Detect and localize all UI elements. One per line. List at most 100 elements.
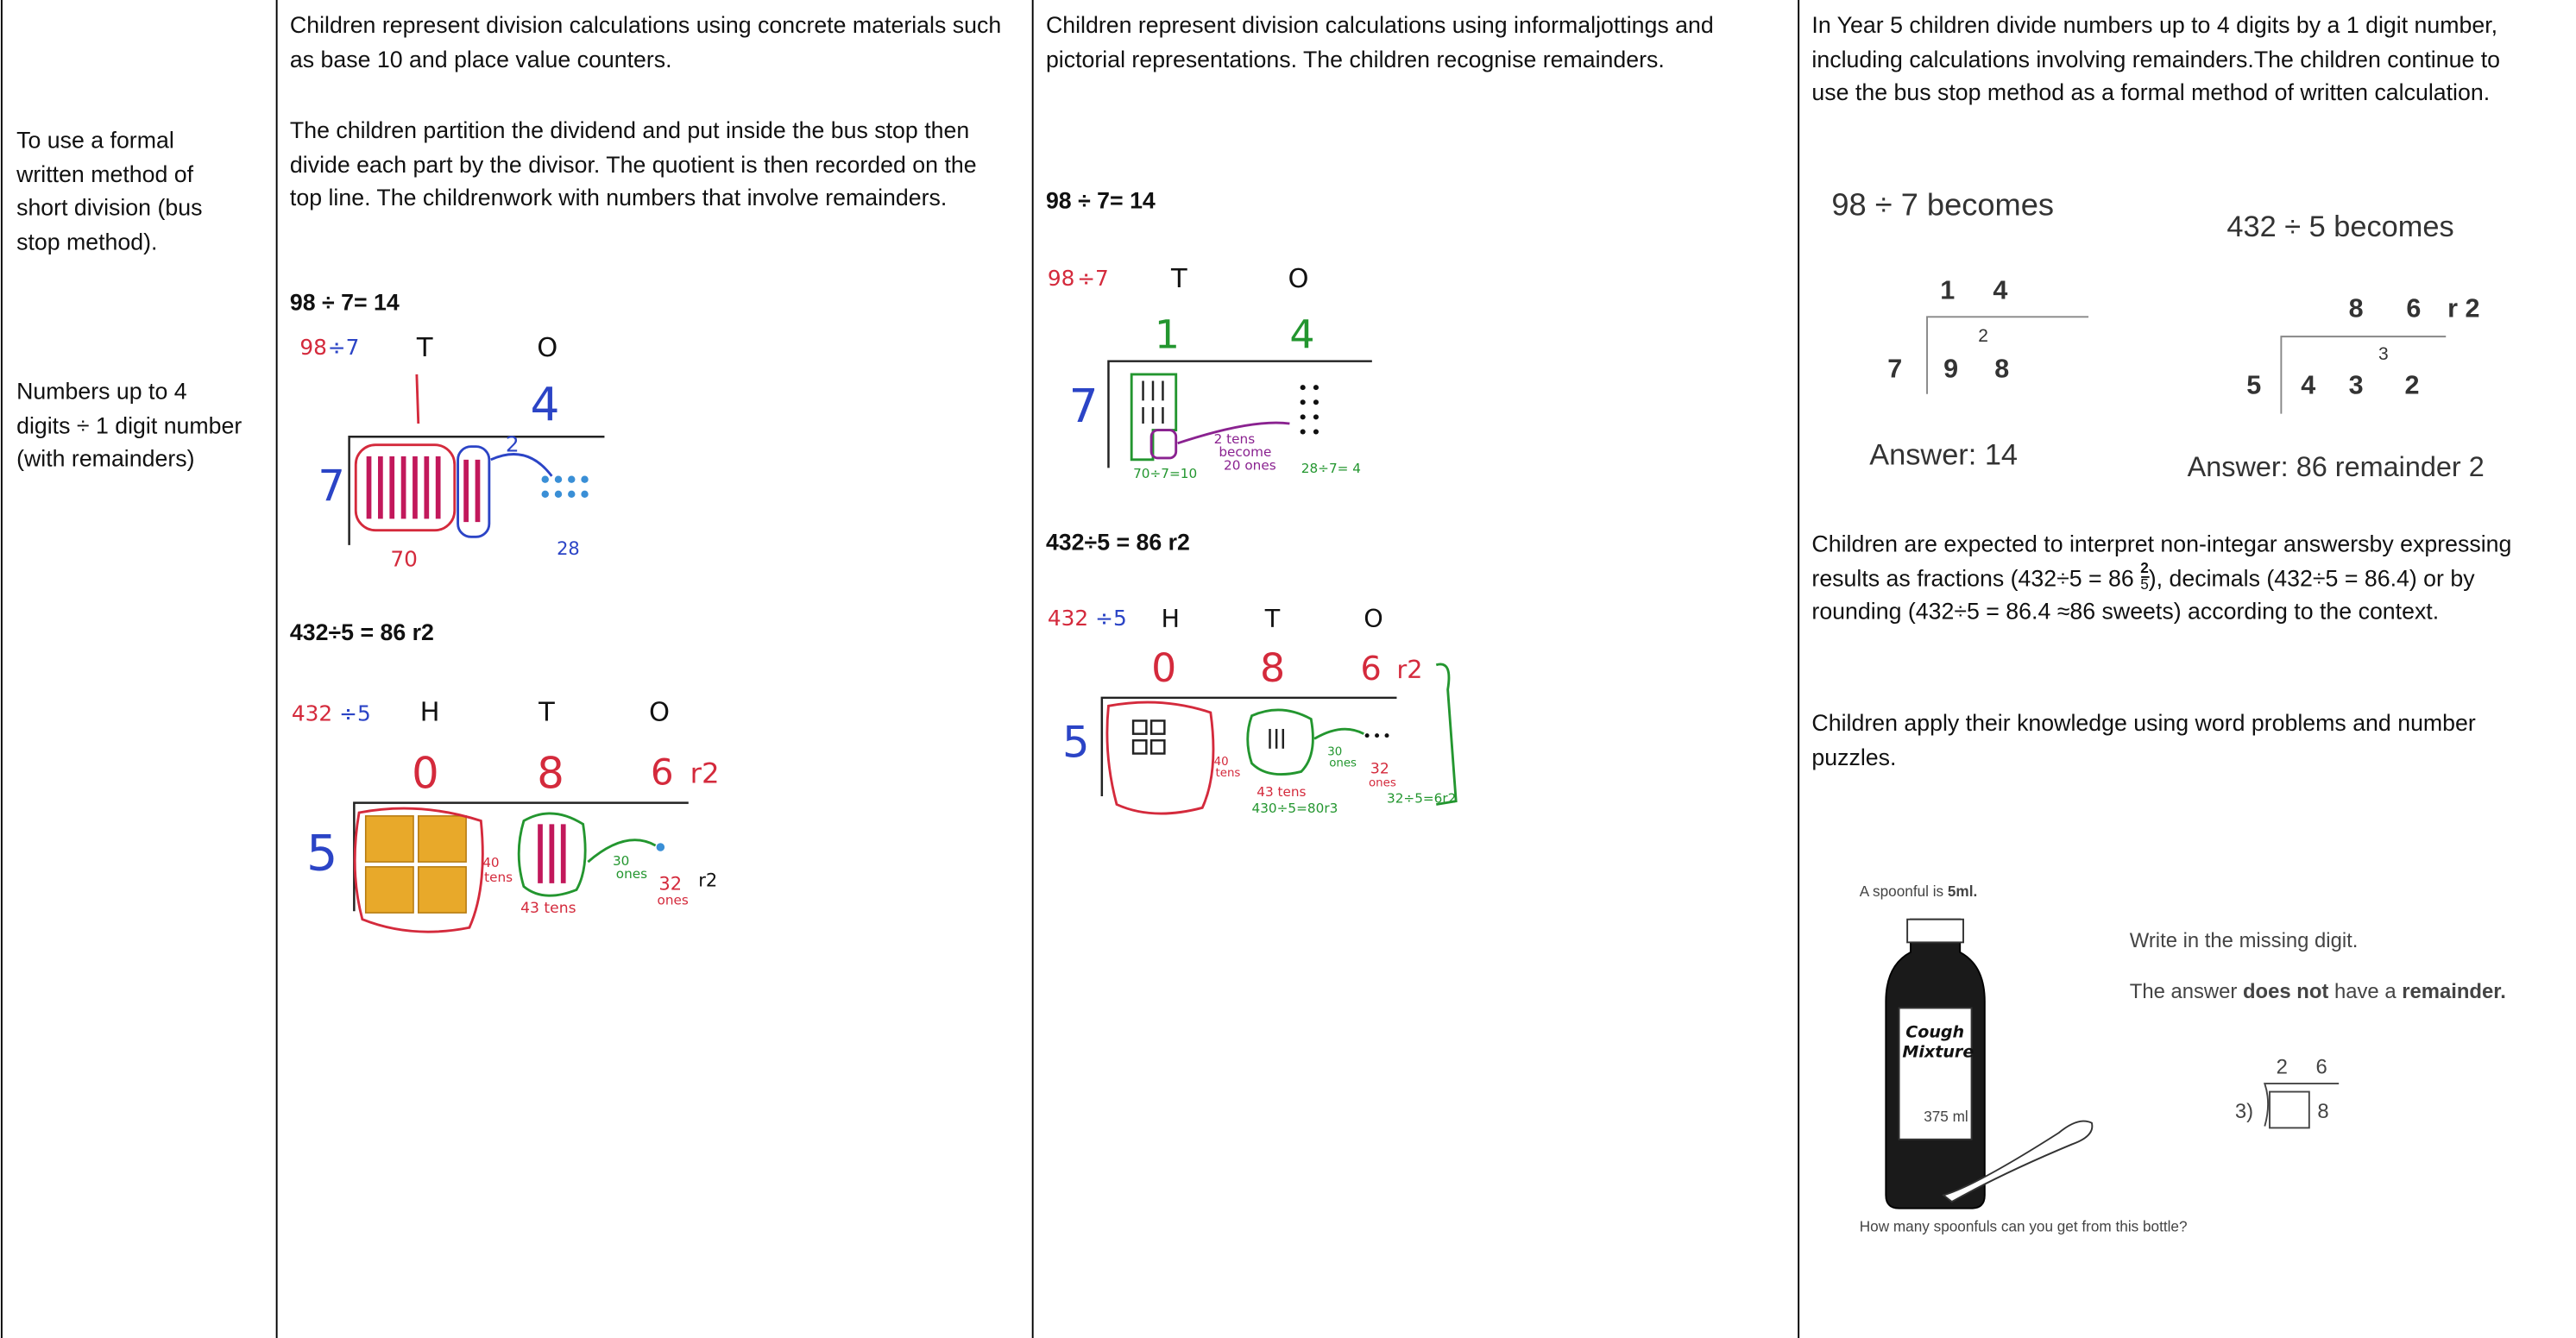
hundreds-squares-part xyxy=(418,815,467,863)
dividend-digit: 9 xyxy=(1943,355,1958,384)
title: 432 ÷ 5 becomes xyxy=(2226,210,2453,243)
concrete-432: 432 ÷5 H T O 0 8 6 r2 5 40 tens 43 tens … xyxy=(292,697,720,933)
example-heading: 98 ÷ 7= 14 xyxy=(289,288,400,316)
label: 70 xyxy=(390,547,418,572)
ones-dots-part xyxy=(1313,429,1319,435)
ones-dots-part xyxy=(1313,414,1319,420)
hundreds-squares-part xyxy=(1149,719,1166,735)
label: 0 xyxy=(412,749,439,799)
label: H xyxy=(420,697,440,727)
puzzle: A spoonful is 5ml. Cough Mixture 375 ml … xyxy=(1860,883,2506,1234)
label: 43 tens xyxy=(1257,784,1306,800)
ones-dots-part xyxy=(1300,429,1306,435)
title: 98 ÷ 7 becomes xyxy=(1831,186,2054,222)
label: 5 xyxy=(1062,717,1090,767)
label: 7 xyxy=(1069,379,1099,433)
ones-dots-part xyxy=(1384,733,1389,738)
group-ring xyxy=(1105,700,1215,815)
ones-counter xyxy=(656,843,665,851)
tens-sticks xyxy=(1142,380,1164,424)
text: The answer xyxy=(2130,980,2243,1003)
label: 6 xyxy=(1360,650,1381,688)
pictorial-98: 98 ÷7 T O 1 4 7 2 tens become 20 ones 70… xyxy=(1048,264,1372,481)
missing-digit-box[interactable] xyxy=(2269,1090,2310,1129)
label: 98 xyxy=(299,335,327,360)
label: ones xyxy=(658,893,689,908)
paragraph: Children represent division calculations… xyxy=(1045,11,1714,72)
label: 8 xyxy=(537,749,564,799)
label: 40 xyxy=(482,855,499,870)
label: 2 tens xyxy=(1214,431,1256,447)
dividend-digit: 8 xyxy=(2317,1100,2328,1123)
hundreds-squares xyxy=(364,815,467,914)
text: does not xyxy=(2243,980,2328,1003)
quotient-digit: 6 xyxy=(2315,1056,2327,1079)
label: tens xyxy=(1216,767,1241,780)
label: 4 xyxy=(531,377,560,431)
ones-dots xyxy=(1364,733,1389,738)
label: r2 xyxy=(698,870,717,891)
label: ones xyxy=(1369,777,1396,790)
condition: The answer does not have a remainder. xyxy=(2130,980,2506,1003)
group-ring xyxy=(354,443,457,532)
question: How many spoonfuls can you get from this… xyxy=(1860,1217,2188,1234)
ones-dots-part xyxy=(1300,385,1306,391)
label: ones xyxy=(616,866,647,882)
ones-counters-part xyxy=(581,475,589,483)
hundreds-squares-part xyxy=(1131,739,1148,755)
label: 98 xyxy=(1048,266,1075,291)
ones-dots-part xyxy=(1364,733,1370,738)
quotient-digit: 6 xyxy=(2406,293,2421,323)
answer: Answer: 14 xyxy=(1869,439,2018,472)
example-heading: 432÷5 = 86 r2 xyxy=(289,619,434,645)
label: 2 xyxy=(506,431,520,456)
paragraph: Children apply their knowledge using wor… xyxy=(1811,709,2476,770)
quotient-digit: 2 xyxy=(2277,1056,2288,1079)
label: 30 xyxy=(613,853,629,869)
interpretation: Children are expected to interpret non-i… xyxy=(1811,527,2536,628)
tens-rods xyxy=(366,456,481,523)
bus-stop xyxy=(2263,1083,2340,1127)
answer: Answer: 86 remainder 2 xyxy=(2188,451,2485,482)
label: 43 tens xyxy=(520,900,576,917)
bus-stop xyxy=(1107,360,1372,468)
label: ones xyxy=(1329,757,1357,770)
remainder-ring xyxy=(457,445,491,538)
ones-dots-part xyxy=(1313,385,1319,391)
label: 20 ones xyxy=(1224,457,1276,473)
ones-counters-part xyxy=(568,475,576,483)
label-text: Mixture xyxy=(1902,1043,1974,1062)
label-text: Cough xyxy=(1905,1023,1964,1042)
label: 28÷7= 4 xyxy=(1301,461,1361,476)
bus-stop xyxy=(1926,316,2089,394)
example-heading: 98 ÷ 7= 14 xyxy=(1045,186,1156,214)
objective: To use a formal written method of short … xyxy=(16,126,203,254)
label: 5 xyxy=(306,826,337,883)
group-ring xyxy=(353,807,484,933)
hundreds-squares xyxy=(1131,719,1166,755)
example-heading: 432÷5 = 86 r2 xyxy=(1045,528,1190,556)
formal-98: 98 ÷ 7 becomes 1 4 7 9 8 2 Answer: 14 xyxy=(1831,186,2089,472)
paragraph: The children partition the dividend and … xyxy=(289,116,977,210)
divisor: 7 xyxy=(1887,355,1902,384)
label: 432 xyxy=(1048,606,1088,631)
label: r2 xyxy=(690,757,720,790)
label: 32 xyxy=(1370,760,1389,777)
arrow xyxy=(490,453,553,477)
digit-stroke xyxy=(415,374,420,424)
label: ÷7 xyxy=(328,335,360,360)
tens-ring xyxy=(1246,708,1314,776)
text: 5ml. xyxy=(1948,883,1977,900)
ones-dots-part xyxy=(1300,399,1306,405)
bottle-label xyxy=(1898,1007,1973,1140)
ones-counters-part xyxy=(554,490,563,499)
quotient-digit: 4 xyxy=(1993,275,2007,305)
text: remainder. xyxy=(2402,980,2506,1003)
ones-counters xyxy=(541,475,589,499)
ones-dots-part xyxy=(1313,399,1319,405)
tens-sticks xyxy=(1269,728,1285,749)
